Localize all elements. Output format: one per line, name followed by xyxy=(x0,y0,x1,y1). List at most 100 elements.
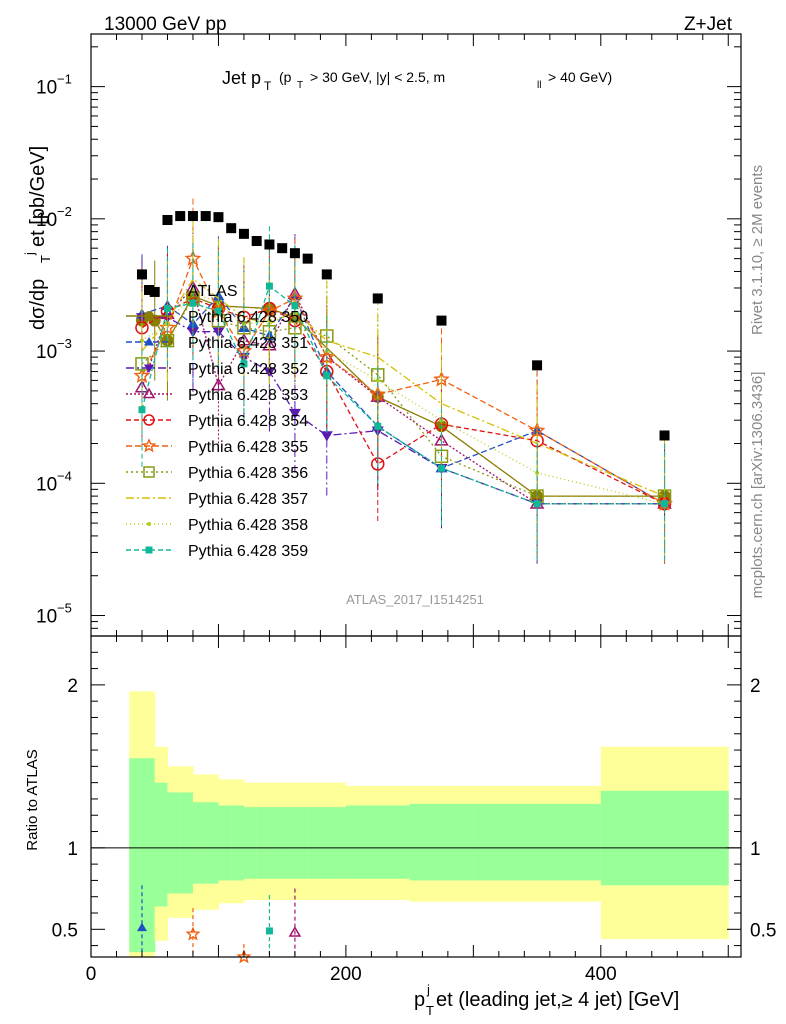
data-point xyxy=(163,304,171,312)
y-tick-base: 10 xyxy=(36,474,57,495)
legend-label: ATLAS xyxy=(188,283,238,300)
data-point xyxy=(659,430,670,441)
x-tick-label: 400 xyxy=(585,964,617,985)
ylabel-c: j xyxy=(22,252,37,256)
header-process: Z+Jet xyxy=(684,14,733,35)
legend-entry-4: Pythia 6.428 353 xyxy=(126,387,308,404)
y-tick-exp: −3 xyxy=(57,336,72,351)
ratio-series-1 xyxy=(136,885,147,957)
data-point xyxy=(251,235,262,246)
ratio-band-green xyxy=(269,807,283,879)
legend-label: Pythia 6.428 356 xyxy=(188,465,308,482)
ratio-band-green xyxy=(345,805,411,879)
xlabel-b: T xyxy=(426,1003,434,1018)
ratio-band-green xyxy=(141,758,156,953)
y-tick-base: 10 xyxy=(36,342,57,363)
series-line xyxy=(141,297,665,497)
xlabel-a: p xyxy=(414,989,425,1011)
ylabel-d: et [pb/GeV] xyxy=(27,146,49,247)
x-tick-label: 200 xyxy=(330,964,362,985)
data-point xyxy=(162,215,173,226)
ratio-band-green xyxy=(231,805,245,881)
data-point xyxy=(187,211,198,222)
ratio-band-green xyxy=(409,803,474,881)
data-point xyxy=(532,360,543,371)
series-line xyxy=(141,285,665,505)
ratio-band-green xyxy=(600,790,729,886)
y-tick-base: 10 xyxy=(36,78,57,99)
data-point xyxy=(211,377,226,391)
legend-label: Pythia 6.428 351 xyxy=(188,335,308,352)
legend-marker xyxy=(144,311,154,321)
legend-marker xyxy=(143,466,155,478)
ratio-tick-label-right: 1 xyxy=(750,839,761,860)
legend-marker xyxy=(144,364,154,373)
x-tick-label: 0 xyxy=(86,964,97,985)
data-point xyxy=(535,470,540,475)
title-cut-c: > 30 GeV, |y| < 2.5, m xyxy=(310,69,445,85)
ratio-series-4 xyxy=(288,888,302,957)
title-cut-b: T xyxy=(297,80,303,91)
data-point xyxy=(267,318,272,323)
xlabel-d: et (leading jet,≥ 4 jet) [GeV] xyxy=(436,989,679,1011)
ratio-tick-label-right: 2 xyxy=(750,676,761,697)
ratio-tick-label-left: 1 xyxy=(67,839,78,860)
title-main: Jet p xyxy=(222,68,261,88)
rivet-label: Rivet 3.1.10, ≥ 2M events xyxy=(749,165,766,335)
data-point xyxy=(277,243,288,254)
x-axis-label: p T j et (leading jet,≥ 4 jet) [GeV] xyxy=(414,982,679,1018)
data-point xyxy=(321,269,332,280)
ratio-band-green xyxy=(243,807,258,879)
data-point xyxy=(320,431,333,442)
data-point xyxy=(661,500,669,508)
data-point xyxy=(437,464,445,472)
legend-label: Pythia 6.428 359 xyxy=(188,543,308,560)
data-point xyxy=(149,286,160,297)
data-point xyxy=(175,211,186,222)
ratio-tick-label-left: 2 xyxy=(67,676,78,697)
mcplots-label: mcplots.cern.ch [arXiv:1306.3436] xyxy=(749,372,766,599)
y-axis-label: dσ/dp T j et [pb/GeV] xyxy=(22,146,53,330)
title-cut-d: ll xyxy=(537,80,541,91)
legend-label: Pythia 6.428 353 xyxy=(188,387,308,404)
legend-entry-3: Pythia 6.428 352 xyxy=(126,361,308,378)
y-tick-exp: −4 xyxy=(57,468,72,483)
y-tick-label: 10 −5 xyxy=(36,601,72,628)
data-point xyxy=(213,212,224,223)
ratio-point xyxy=(236,949,252,964)
ratio-point xyxy=(288,926,302,937)
series-line xyxy=(141,291,665,505)
legend-entry-data: ATLAS xyxy=(144,283,238,300)
legend-entry-9: Pythia 6.428 358 xyxy=(126,517,308,534)
series-10 xyxy=(138,226,669,564)
data-point xyxy=(214,307,222,315)
rivet-version: Rivet 3.1.10, ≥ 2M events xyxy=(749,165,766,335)
legend-label: Pythia 6.428 350 xyxy=(188,309,308,326)
title-cut-e: > 40 GeV) xyxy=(548,69,612,85)
xlabel-c: j xyxy=(426,982,430,997)
ratio-tick-label-left: 0.5 xyxy=(52,920,78,941)
legend-label: Pythia 6.428 355 xyxy=(188,439,308,456)
data-point xyxy=(200,211,211,222)
ratio-ylabel: Ratio to ATLAS xyxy=(24,749,41,850)
legend-marker xyxy=(142,387,156,399)
data-point xyxy=(136,269,147,280)
title-main-sub: T xyxy=(264,79,272,93)
data-point xyxy=(189,299,197,307)
data-point xyxy=(138,406,146,414)
data-point xyxy=(238,228,249,239)
ratio-y-label: Ratio to ATLAS xyxy=(24,749,41,850)
ratio-band-green xyxy=(205,802,219,884)
y-tick-base: 10 xyxy=(36,607,57,628)
plot-title: Jet p T (p T > 30 GeV, |y| < 2.5, m ll >… xyxy=(222,68,612,93)
legend-entry-5: Pythia 6.428 354 xyxy=(126,413,308,430)
legend-entry-10: Pythia 6.428 359 xyxy=(126,543,308,560)
data-point xyxy=(288,408,301,420)
data-point xyxy=(240,360,248,368)
title-cut-a: (p xyxy=(279,69,292,85)
legend-label: Pythia 6.428 354 xyxy=(188,413,308,430)
ratio-point xyxy=(265,927,273,935)
legend-entry-8: Pythia 6.428 357 xyxy=(126,491,308,508)
ratio-point xyxy=(136,922,147,932)
